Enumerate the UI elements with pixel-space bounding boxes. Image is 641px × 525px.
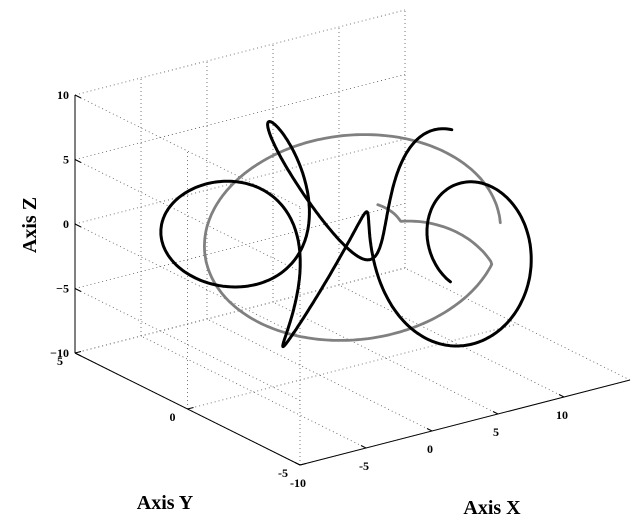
black-loop-curve [159,120,533,349]
grid-back-z [74,74,406,160]
z-tick-label: −10 [50,346,69,360]
z-tick-mark [74,223,82,228]
y-tick-mark [74,351,82,354]
axes-box [74,94,631,466]
z-tick-label: 0 [63,217,69,231]
curves [159,120,533,349]
grid-back-z [74,267,406,354]
x-axis-line [299,379,631,466]
x-tick-mark [426,428,433,432]
z-tick-label: 10 [57,88,69,102]
y-tick-mark [187,407,194,410]
z-tick-mark [74,288,82,292]
x-tick-label: 10 [556,408,568,422]
grid-back-z [74,138,406,225]
z-axis-label: Axis Z [19,197,41,253]
x-tick-mark [360,445,367,449]
grid-floor-y [187,323,518,410]
grid-back-z [74,9,406,96]
z-tick-label: −5 [56,282,69,296]
z-tick-label: 5 [63,153,69,167]
x-tick-label: -5 [359,459,369,473]
grid-back-z [74,203,406,289]
y-tick-label: 0 [170,410,176,424]
z-tick-mark [74,94,82,99]
x-tick-mark [492,411,499,415]
y-tick-mark [299,463,307,466]
x-tick-label: -10 [290,476,306,490]
y-axis-label: Axis Y [137,492,194,514]
x-tick-label: 0 [427,442,433,456]
z-tick-mark [74,352,82,357]
x-axis-label: Axis X [463,497,521,519]
z-tick-mark [74,159,82,163]
x-tick-mark [558,394,565,398]
y-tick-label: -5 [278,466,288,480]
x-tick-mark [294,462,301,466]
x-tick-label: 5 [493,425,499,439]
gray-ellipse-curve [203,133,502,342]
y-tick-label: 5 [57,354,63,368]
